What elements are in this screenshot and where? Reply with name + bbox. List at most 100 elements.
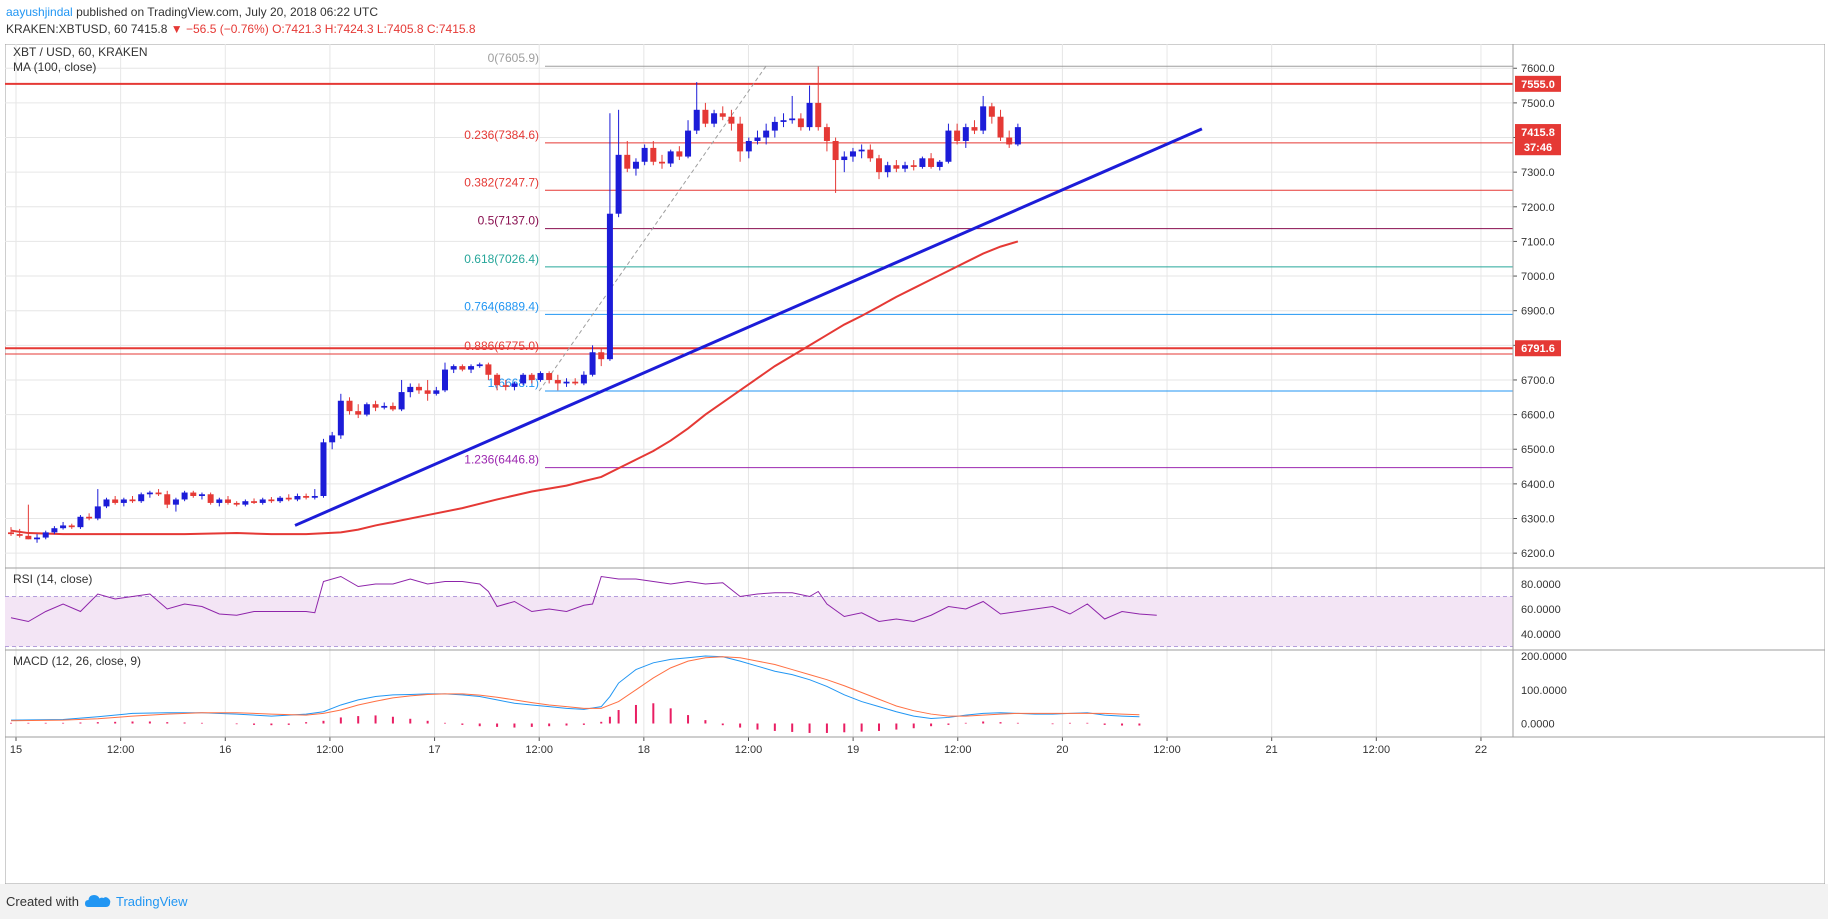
publish-info: aayushjindal published on TradingView.co… <box>6 5 378 19</box>
candle-body <box>606 213 613 360</box>
ma-100-line <box>10 240 1019 536</box>
fib-anchor-line <box>538 65 767 392</box>
candle-body <box>389 405 396 410</box>
candle-body <box>650 147 657 162</box>
candle-body <box>120 499 127 503</box>
candle-body <box>164 494 171 505</box>
price-badge <box>1515 340 1561 357</box>
price-badge <box>1515 139 1561 156</box>
x-tick-label: 16 <box>219 744 231 756</box>
symbol-quote: KRAKEN:XBTUSD, 60 7415.8 ▼ −56.5 (−0.76%… <box>6 22 476 36</box>
candle-body <box>268 499 275 502</box>
candle-body <box>858 149 865 152</box>
y-tick-label: 6300.0 <box>1521 514 1555 526</box>
candle-body <box>407 386 414 393</box>
fib-level-label: 0.5(7137.0) <box>478 214 539 228</box>
candle-body <box>450 366 457 370</box>
candle-body <box>442 369 448 391</box>
chart-title: XBT / USD, 60, KRAKEN <box>13 45 148 59</box>
fib-level-label: 0.886(6775.0) <box>464 339 539 353</box>
candle-body <box>841 156 848 161</box>
candle-body <box>103 499 110 507</box>
candle-body <box>659 161 665 164</box>
price-badge-label: 7555.0 <box>1521 79 1555 91</box>
y-tick-label: 7600.0 <box>1521 63 1555 75</box>
chart-area[interactable]: 0(7605.9) 0.236(7384.6) 0.382(7247.7) 0.5(7… <box>4 43 1826 885</box>
rsi-label: RSI (14, close) <box>13 572 92 586</box>
y-tick-label: 6900.0 <box>1521 306 1555 318</box>
macd-line <box>10 655 1140 721</box>
candle-body <box>277 497 284 502</box>
candle-body <box>285 497 292 500</box>
candle-body <box>902 165 909 169</box>
candle-body <box>329 435 336 443</box>
x-tick-label: 12:00 <box>525 744 553 756</box>
candle-body <box>528 374 535 380</box>
x-tick-label: 22 <box>1475 744 1487 756</box>
x-tick-label: 12:00 <box>316 744 344 756</box>
candle-body <box>919 158 926 167</box>
y-tick-label: 7100.0 <box>1521 236 1555 248</box>
candle-body <box>294 495 301 500</box>
price-badge <box>1515 75 1561 92</box>
x-tick-label: 12:00 <box>944 744 972 756</box>
candle-body <box>815 102 822 128</box>
candle-body <box>893 165 900 169</box>
candle-body <box>424 390 431 394</box>
candle-body <box>86 516 93 519</box>
candle-body <box>537 373 544 380</box>
ma-indicator-label: MA (100, close) <box>13 60 96 74</box>
candle-body <box>251 501 258 503</box>
price-chart[interactable]: 0(7605.9) 0.236(7384.6) 0.382(7247.7) 0.5(7… <box>4 43 1826 885</box>
candle-body <box>667 151 674 164</box>
candle-body <box>511 383 518 387</box>
candle-body <box>225 499 231 503</box>
candle-body <box>702 109 709 124</box>
candle-body <box>398 392 405 410</box>
rsi-band <box>5 596 1513 647</box>
candle-body <box>971 127 978 131</box>
chart-header: aayushjindal published on TradingView.co… <box>0 0 1828 44</box>
candle-body <box>51 528 58 533</box>
candle-body <box>372 404 379 408</box>
candle-body <box>337 400 344 436</box>
candle-body <box>259 499 266 503</box>
candle-body <box>589 352 596 375</box>
candle-body <box>745 140 752 152</box>
tradingview-cloud-icon <box>85 895 111 907</box>
candle-body <box>641 147 648 162</box>
ohlc-values: O:7421.3 H:7424.3 L:7405.8 C:7415.8 <box>272 22 476 36</box>
candle-body <box>632 161 639 169</box>
candle-body <box>676 151 683 157</box>
candle-body <box>572 381 579 384</box>
candle-body <box>546 373 553 380</box>
fib-level-label: 0.618(7026.4) <box>464 252 539 266</box>
candle-body <box>1006 137 1013 145</box>
candle-body <box>997 116 1004 138</box>
candle-body <box>42 532 49 538</box>
price-change: −56.5 (−0.76%) <box>186 22 269 36</box>
fib-level-label: 1(6668.1) <box>488 376 539 390</box>
candle-body <box>216 499 223 503</box>
candle-body <box>832 140 839 161</box>
candle-body <box>381 405 388 408</box>
candle-body <box>303 495 310 498</box>
tradingview-link[interactable]: TradingView <box>116 894 188 909</box>
candle-body <box>155 492 162 495</box>
y-tick-label: 6500.0 <box>1521 444 1555 456</box>
candle-body <box>181 492 188 500</box>
y-tick-label: 6600.0 <box>1521 410 1555 422</box>
y-tick-label: 6200.0 <box>1521 548 1555 560</box>
price-badge-label: 37:46 <box>1524 142 1552 154</box>
candle-body <box>737 123 744 152</box>
x-tick-label: 17 <box>428 744 440 756</box>
candle-body <box>172 499 179 505</box>
candle-body <box>988 106 995 117</box>
candle-body <box>771 121 778 131</box>
author-link[interactable]: aayushjindal <box>6 5 73 19</box>
x-tick-label: 12:00 <box>1153 744 1181 756</box>
candle-body <box>954 130 961 141</box>
candle-body <box>60 525 67 529</box>
fib-level-label: 0.236(7384.6) <box>464 128 539 142</box>
candle-body <box>520 374 527 384</box>
